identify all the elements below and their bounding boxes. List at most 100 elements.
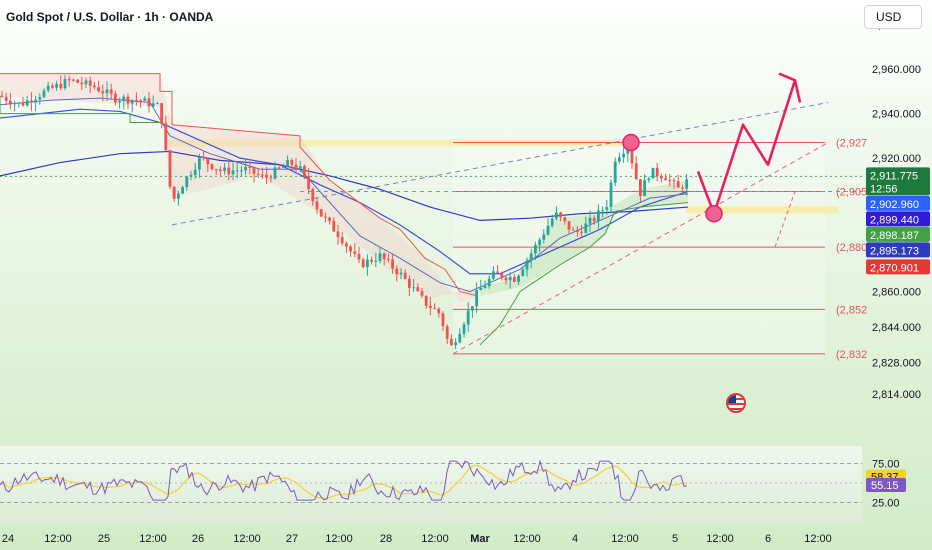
candle-body (114, 93, 117, 103)
candle-body (303, 166, 306, 177)
candle-body (244, 166, 247, 171)
candle-body (550, 218, 554, 226)
candle-body (160, 103, 163, 124)
supertrend-down (0, 73, 479, 297)
candle-body (546, 225, 550, 235)
time-tick-label: 12:00 (804, 533, 832, 545)
candle-body (42, 90, 46, 97)
candle-body (668, 180, 672, 182)
candle-body (269, 177, 273, 179)
candle-body (639, 179, 642, 197)
rsi-panel (0, 446, 862, 524)
candle-body (651, 167, 655, 179)
candle-body (454, 342, 457, 346)
candle-body (164, 123, 168, 151)
price-tick-label: 2,828.000 (872, 358, 921, 370)
price-badge (866, 211, 930, 227)
rsi-badge (866, 477, 906, 492)
candle-body (576, 229, 579, 232)
time-tick-label: 26 (192, 533, 204, 545)
candle-body (147, 98, 151, 107)
candle-body (4, 96, 8, 101)
candle-body (9, 100, 12, 105)
candle-body (601, 209, 604, 211)
candle-body (492, 271, 495, 279)
candle-body (118, 101, 121, 103)
resistance-zone (165, 139, 625, 147)
candle-body (555, 212, 558, 219)
candle-body (529, 253, 533, 261)
price-badge (866, 242, 930, 258)
candle-body (294, 164, 298, 169)
candle-body (63, 79, 67, 89)
level-label: (2,927 (836, 138, 867, 150)
candle-body (135, 100, 138, 102)
candle-body (387, 258, 390, 260)
candle-body (513, 276, 516, 282)
candle-body (126, 96, 130, 104)
candle-body (382, 253, 386, 259)
projection-path (696, 79, 797, 216)
candle-body (46, 85, 50, 91)
candle-body (445, 326, 449, 339)
candle-body (290, 159, 294, 165)
time-tick-label: Mar (470, 533, 490, 545)
time-tick-label: 25 (98, 533, 110, 545)
price-badge-value: 2,902.960 (870, 199, 919, 211)
candle-body (429, 305, 432, 309)
candle-body (311, 189, 315, 202)
candle-body (345, 243, 348, 247)
candle-body (51, 85, 54, 88)
candle-body (252, 167, 256, 174)
candle-body (416, 287, 420, 292)
candle-body (214, 169, 218, 171)
time-tick-label: 12:00 (706, 533, 734, 545)
candle-body (25, 100, 29, 106)
candle-body (542, 234, 546, 240)
candle-body (521, 269, 525, 276)
candle-body (655, 167, 659, 177)
candle-body (277, 167, 281, 169)
candle-body (424, 295, 428, 306)
candle-body (67, 79, 71, 81)
candle-body (458, 333, 462, 343)
candle-body (101, 91, 105, 94)
candle-body (609, 182, 613, 207)
candle-body (193, 169, 197, 175)
candle-body (298, 166, 302, 169)
supertrend-fill-up (480, 180, 688, 297)
candle-body (450, 338, 453, 346)
candle-body (130, 100, 134, 104)
time-tick-label: 12:00 (325, 533, 353, 545)
candle-body (462, 324, 466, 334)
candle-body (504, 277, 508, 281)
candle-body (597, 210, 600, 222)
candle-body (676, 181, 680, 188)
symbol-title: Gold Spot / U.S. Dollar · 1h · OANDA (6, 10, 214, 24)
candle-body (391, 259, 394, 269)
candle-body (336, 231, 340, 238)
candle-body (84, 80, 88, 85)
us-flag-icon[interactable] (726, 393, 746, 413)
candle-body (647, 178, 651, 181)
candle-body (151, 103, 155, 107)
ma-mid (0, 97, 689, 293)
price-tick-label: 2,940.000 (872, 109, 921, 121)
price-badge-value: 2,898.187 (870, 230, 919, 242)
currency-button[interactable]: USD (864, 5, 922, 29)
candle-body (172, 186, 176, 199)
candle-body (210, 164, 214, 170)
candle-body (378, 253, 382, 261)
resistance-touch-point (622, 133, 640, 152)
candle-body (21, 102, 25, 106)
candle-body (235, 170, 239, 172)
time-tick-label: 28 (380, 533, 392, 545)
candle-body (97, 87, 100, 92)
candle-body (664, 178, 667, 181)
candle-body (370, 259, 373, 262)
candle-body (38, 96, 42, 100)
candle-body (315, 201, 319, 210)
supertrend-fill-down (0, 73, 478, 303)
candle-body (261, 174, 264, 176)
